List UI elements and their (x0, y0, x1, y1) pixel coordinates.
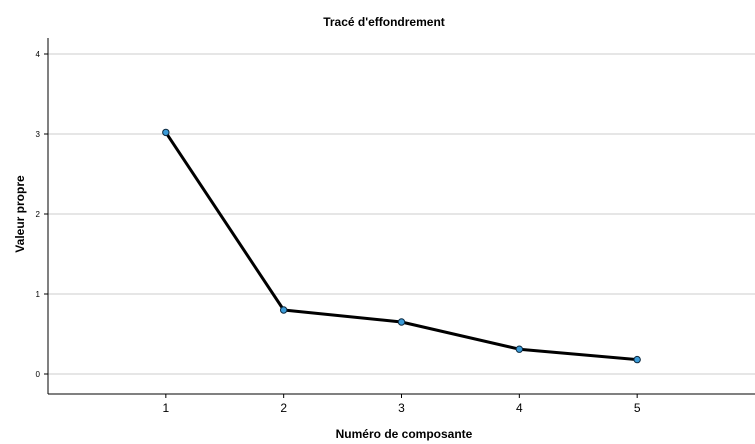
x-axis-label: Numéro de composante (336, 427, 473, 441)
gridlines (48, 53, 755, 375)
y-tick-label: 3 (36, 130, 41, 139)
data-points (162, 128, 641, 364)
y-tick-label: 2 (36, 210, 41, 219)
tick-labels: 0 1 2 3 4 1 2 3 4 5 (36, 50, 641, 415)
axes (44, 38, 755, 398)
data-point (397, 318, 406, 326)
x-tick-label: 4 (516, 401, 523, 415)
data-point (162, 128, 170, 137)
y-tick-label: 1 (36, 290, 41, 299)
y-tick-label: 4 (36, 50, 41, 59)
data-point (633, 355, 641, 364)
y-axis-label: Valeur propre (13, 175, 27, 253)
x-tick-label: 3 (398, 401, 405, 415)
y-tick-label: 0 (36, 370, 41, 379)
x-tick-label: 2 (280, 401, 287, 415)
data-point (515, 345, 524, 353)
data-point (279, 306, 288, 314)
x-tick-label: 5 (634, 401, 641, 415)
chart-title: Tracé d'effondrement (323, 15, 445, 29)
x-tick-label: 1 (162, 401, 169, 415)
